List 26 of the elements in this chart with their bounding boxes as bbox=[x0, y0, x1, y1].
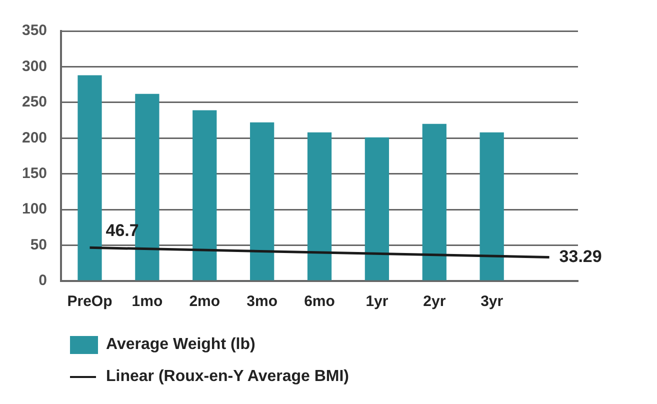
y-tick-label: 200 bbox=[22, 129, 48, 146]
legend-label: Average Weight (lb) bbox=[106, 336, 256, 354]
x-tick-label: 1mo bbox=[132, 293, 163, 310]
data-label: 33.29 bbox=[559, 246, 602, 266]
x-tick-label: 3yr bbox=[480, 293, 504, 310]
bar bbox=[250, 122, 274, 280]
x-tick-label: 2mo bbox=[189, 293, 220, 310]
y-tick-label: 100 bbox=[22, 200, 48, 218]
x-tick-label: 1yr bbox=[366, 293, 388, 310]
x-tick-label: 3mo bbox=[246, 293, 278, 310]
x-tick-label: 6mo bbox=[304, 293, 335, 310]
y-tick-label: 50 bbox=[30, 236, 48, 254]
x-tick-label: 2yr bbox=[423, 293, 446, 310]
y-tick-label: 150 bbox=[22, 165, 48, 182]
bar bbox=[307, 132, 332, 280]
bar bbox=[192, 110, 217, 280]
x-tick-label: PreOp bbox=[67, 293, 112, 310]
bar bbox=[78, 75, 102, 280]
bar bbox=[480, 132, 504, 280]
y-tick-label: 250 bbox=[22, 94, 48, 111]
y-tick-label: 300 bbox=[22, 58, 48, 75]
bar bbox=[422, 124, 446, 280]
bar bbox=[364, 137, 390, 280]
legend-label: Linear (Roux-en-Y Average BMI) bbox=[106, 368, 350, 386]
y-tick-label: 350 bbox=[22, 22, 48, 40]
y-tick-label: 0 bbox=[38, 272, 48, 290]
